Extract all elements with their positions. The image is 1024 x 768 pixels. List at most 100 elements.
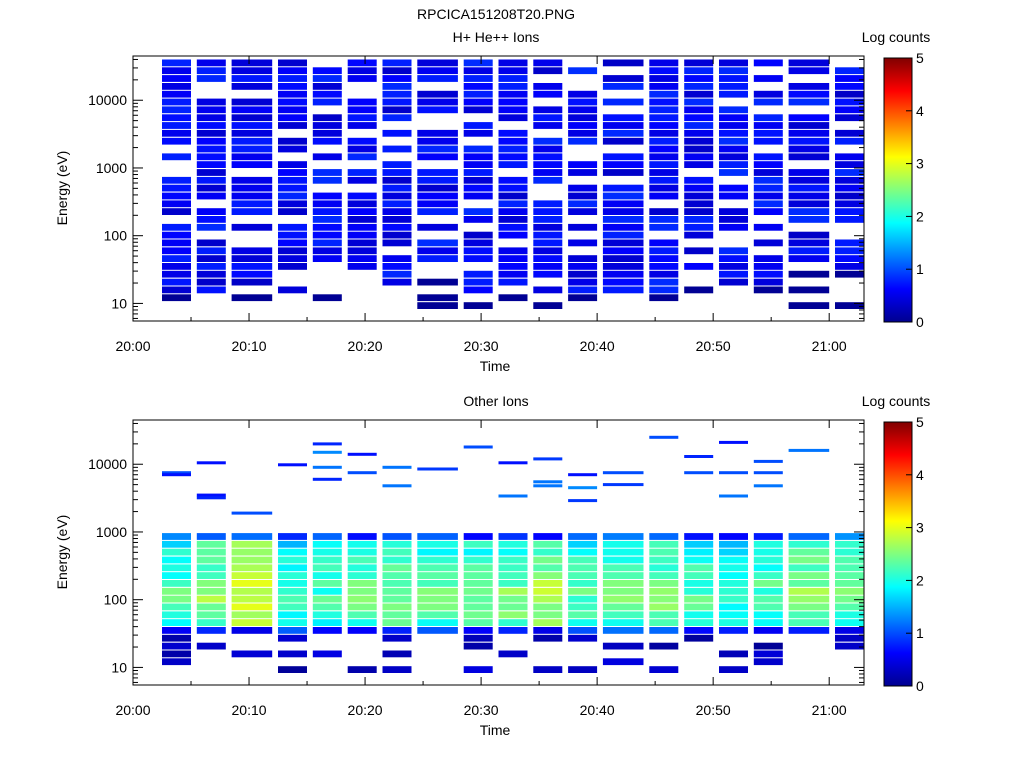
heatmap-cell — [382, 270, 412, 278]
heatmap-cell — [719, 587, 748, 595]
heatmap-cell — [533, 627, 563, 634]
heatmap-cell — [162, 658, 191, 666]
heatmap-cell — [753, 278, 783, 286]
heatmap-cell — [498, 263, 528, 270]
heatmap-cell — [533, 286, 563, 294]
heatmap-cell — [463, 176, 493, 184]
heatmap-cell — [312, 650, 342, 658]
colorbar-gradient — [883, 421, 913, 687]
heatmap-cell — [602, 263, 644, 270]
heatmap-cell — [533, 666, 563, 673]
colorbar-tick-label: 1 — [916, 261, 924, 277]
heatmap-cell — [498, 106, 528, 114]
heatmap-cell — [533, 106, 563, 114]
heatmap-cell — [347, 548, 377, 556]
heatmap-cell — [533, 216, 563, 223]
heatmap-cell — [568, 666, 598, 673]
heatmap-cell — [162, 278, 191, 286]
figure-title: RPCICA151208T20.PNG — [417, 6, 575, 22]
heatmap-cell — [312, 477, 342, 481]
heatmap-cell — [719, 216, 748, 223]
heatmap-cell — [568, 67, 598, 75]
heatmap-cell — [278, 572, 307, 579]
heatmap-cell — [788, 572, 830, 579]
heatmap-cell — [684, 153, 714, 161]
heatmap-cell — [162, 587, 191, 595]
heatmap-cell — [463, 122, 493, 129]
heatmap-cell — [347, 572, 377, 579]
heatmap-cell — [533, 114, 563, 122]
heatmap-cell — [498, 572, 528, 579]
heatmap-cell — [649, 129, 679, 137]
heatmap-cell — [231, 122, 273, 129]
heatmap-cell — [568, 223, 598, 231]
heatmap-cell — [162, 106, 191, 114]
heatmap-cell — [719, 90, 748, 98]
heatmap-cell — [196, 216, 226, 223]
heatmap-cell — [382, 83, 412, 90]
heatmap-cell — [162, 263, 191, 270]
heatmap-cell — [649, 153, 679, 161]
heatmap-cell — [533, 587, 563, 595]
heatmap-cell — [312, 540, 342, 548]
heatmap-cell — [533, 153, 563, 161]
heatmap-cell — [278, 90, 307, 98]
colorbar-tick-label: 2 — [916, 572, 924, 588]
heatmap-cell — [196, 161, 226, 168]
heatmap-cell — [684, 471, 714, 475]
heatmap-cell — [533, 556, 563, 564]
heatmap-cell — [788, 137, 830, 145]
heatmap-cell — [278, 67, 307, 75]
heatmap-cell — [162, 595, 191, 603]
heatmap-cell — [498, 161, 528, 168]
heatmap-cell — [312, 533, 342, 540]
heatmap-cell — [719, 611, 748, 619]
heatmap-cell — [231, 587, 273, 595]
heatmap-cell — [162, 231, 191, 239]
heatmap-cell — [568, 192, 598, 200]
heatmap-cell — [196, 564, 226, 572]
heatmap-cell — [463, 153, 493, 161]
heatmap-cell — [602, 270, 644, 278]
heatmap-cell — [602, 556, 644, 564]
heatmap-cell — [312, 556, 342, 564]
heatmap-cell — [753, 176, 783, 184]
x-tick-label: 20:50 — [696, 338, 731, 354]
heatmap-cell — [788, 540, 830, 548]
heatmap-cells — [162, 435, 864, 673]
heatmap-cell — [162, 270, 191, 278]
heatmap-cell — [602, 619, 644, 626]
heatmap-cell — [602, 564, 644, 572]
heatmap-cell — [196, 75, 226, 82]
heatmap-cell — [278, 556, 307, 564]
heatmap-cell — [788, 231, 830, 239]
heatmap-cell — [312, 200, 342, 208]
heatmap-cell — [649, 533, 679, 540]
heatmap-cell — [278, 580, 307, 587]
colorbar-tick-label: 3 — [916, 156, 924, 172]
heatmap-cell — [835, 137, 864, 145]
heatmap-cell — [162, 627, 191, 634]
heatmap-cell — [835, 247, 864, 255]
heatmap-cell — [347, 200, 377, 208]
heatmap-cell — [463, 540, 493, 548]
heatmap-cell — [278, 145, 307, 153]
heatmap-cell — [835, 169, 864, 176]
heatmap-cell — [602, 231, 644, 239]
heatmap-cell — [312, 223, 342, 231]
heatmap-cell — [602, 658, 644, 666]
heatmap-cell — [162, 255, 191, 262]
heatmap-cell — [602, 192, 644, 200]
heatmap-cell — [788, 98, 830, 106]
heatmap-cell — [196, 153, 226, 161]
heatmap-cell — [835, 603, 864, 611]
heatmap-cell — [382, 98, 412, 106]
heatmap-cell — [463, 106, 493, 114]
heatmap-cell — [278, 540, 307, 548]
heatmap-cell — [533, 540, 563, 548]
colorbar-tick-label: 2 — [916, 208, 924, 224]
heatmap-cell — [649, 587, 679, 595]
heatmap-cell — [835, 564, 864, 572]
heatmap-cell — [312, 465, 342, 469]
heatmap-cell — [196, 595, 226, 603]
